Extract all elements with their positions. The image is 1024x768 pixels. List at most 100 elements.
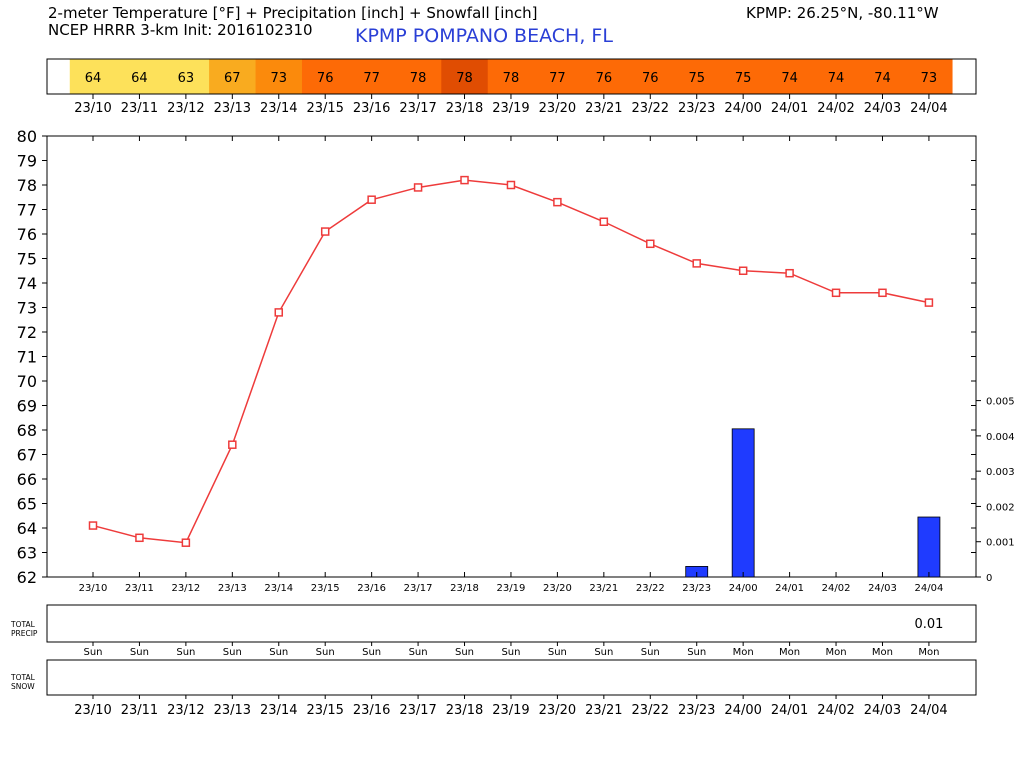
- y-tick-label: 66: [17, 470, 37, 489]
- temperature-point: [460, 175, 469, 185]
- strip-time-label: 23/20: [539, 101, 576, 116]
- bottom-time-label: 23/20: [539, 703, 576, 718]
- precip-tick-label: 0.002: [986, 502, 1015, 513]
- y-tick-label: 76: [17, 225, 37, 244]
- strip-time-label: 24/00: [724, 101, 761, 116]
- temp-strip-value: 78: [410, 71, 427, 86]
- temperature-point: [274, 308, 284, 317]
- y-tick-label: 64: [17, 519, 37, 538]
- day-label: Sun: [687, 647, 706, 658]
- temp-strip-cell: [673, 59, 721, 94]
- plot-frame: [46, 135, 977, 578]
- x-tick-label: 24/01: [775, 583, 804, 594]
- temp-strip-value: 78: [456, 71, 473, 86]
- x-tick-label: 23/11: [125, 583, 154, 594]
- x-tick-label: 24/00: [729, 583, 758, 594]
- x-tick-label: 24/03: [868, 583, 897, 594]
- total-snow-panel: [46, 659, 977, 696]
- temp-strip-cell: [859, 59, 907, 94]
- y-tick-label: 69: [17, 397, 37, 416]
- y-tick-label: 70: [17, 372, 37, 391]
- temp-strip-value: 76: [642, 71, 659, 86]
- strip-time-label: 23/12: [167, 101, 204, 116]
- bottom-time-label: 23/11: [121, 703, 158, 718]
- temperature-point: [367, 195, 376, 204]
- temp-strip-value: 77: [549, 71, 566, 86]
- y-tick-label: 80: [17, 127, 37, 146]
- bottom-time-label: 23/10: [74, 703, 111, 718]
- temp-strip-cell: [301, 59, 349, 94]
- x-tick-label: 23/16: [357, 583, 386, 594]
- strip-time-label: 23/10: [74, 101, 111, 116]
- strip-time-label: 23/13: [214, 101, 251, 116]
- precip-tick-label: 0: [986, 573, 992, 584]
- temp-strip-cell: [534, 59, 582, 94]
- day-label: Sun: [501, 647, 520, 658]
- day-label: Sun: [455, 647, 474, 658]
- x-tick-label: 24/04: [915, 583, 944, 594]
- temperature-point: [506, 180, 516, 190]
- temp-strip-value: 64: [131, 71, 148, 86]
- temperature-point: [878, 288, 887, 298]
- temperature-point: [228, 440, 237, 449]
- temp-strip-value: 75: [735, 71, 752, 86]
- chart-subtitle: NCEP HRRR 3-km Init: 2016102310: [48, 21, 313, 39]
- station-coords: KPMP: 26.25°N, -80.11°W: [746, 4, 939, 22]
- temperature-point: [135, 533, 144, 543]
- x-tick-label: 23/23: [682, 583, 711, 594]
- precip-bar: [731, 428, 755, 578]
- bottom-time-label: 23/12: [167, 703, 204, 718]
- x-tick-label: 23/20: [543, 583, 572, 594]
- temperature-point: [924, 298, 934, 307]
- temperature-point: [831, 288, 841, 298]
- temperature-point: [413, 183, 423, 192]
- temp-strip-cell: [69, 59, 117, 94]
- temp-strip-cell: [580, 59, 628, 94]
- day-label: Sun: [176, 647, 195, 658]
- day-label: Sun: [316, 647, 335, 658]
- temp-strip-cell: [487, 59, 535, 94]
- y-tick-label: 65: [17, 495, 37, 514]
- bottom-time-label: 23/22: [632, 703, 669, 718]
- temp-strip-value: 74: [781, 71, 798, 86]
- temp-strip-cell: [766, 59, 814, 94]
- y-tick-label: 73: [17, 299, 37, 318]
- temp-strip-value: 78: [503, 71, 520, 86]
- y-tick-label: 78: [17, 176, 37, 195]
- temp-strip-value: 76: [596, 71, 613, 86]
- strip-time-label: 23/23: [678, 101, 715, 116]
- strip-time-label: 23/16: [353, 101, 390, 116]
- temp-strip-cell: [348, 59, 396, 94]
- day-label: Sun: [548, 647, 567, 658]
- x-tick-label: 23/14: [264, 583, 293, 594]
- x-tick-label: 23/10: [79, 583, 108, 594]
- temp-strip-value: 76: [317, 71, 334, 86]
- precip-tick-label: 0.004: [986, 432, 1015, 443]
- y-tick-label: 77: [17, 201, 37, 220]
- total-precip-label-2: PRECIP: [11, 629, 38, 638]
- y-tick-label: 67: [17, 446, 37, 465]
- x-tick-label: 23/13: [218, 583, 247, 594]
- temp-strip-value: 75: [688, 71, 705, 86]
- day-label: Mon: [918, 647, 939, 658]
- y-tick-label: 72: [17, 323, 37, 342]
- y-tick-label: 79: [17, 152, 37, 171]
- temperature-point: [785, 268, 794, 278]
- x-tick-label: 24/02: [822, 583, 851, 594]
- bottom-time-label: 24/03: [864, 703, 901, 718]
- day-label: Sun: [641, 647, 660, 658]
- temperature-point: [738, 266, 748, 275]
- y-tick-label: 71: [17, 348, 37, 367]
- temp-strip-cell: [394, 59, 442, 94]
- total-snow-label-1: TOTAL: [10, 673, 36, 682]
- temp-strip-cell: [812, 59, 860, 94]
- bottom-time-label: 23/21: [585, 703, 622, 718]
- temp-strip-value: 74: [874, 71, 891, 86]
- y-tick-label: 68: [17, 421, 37, 440]
- bottom-time-label: 23/19: [492, 703, 529, 718]
- temp-strip-value: 73: [270, 71, 287, 86]
- temperature-point: [599, 217, 609, 226]
- bottom-time-label: 24/04: [910, 703, 947, 718]
- strip-time-label: 23/11: [121, 101, 158, 116]
- y-tick-label: 75: [17, 250, 37, 269]
